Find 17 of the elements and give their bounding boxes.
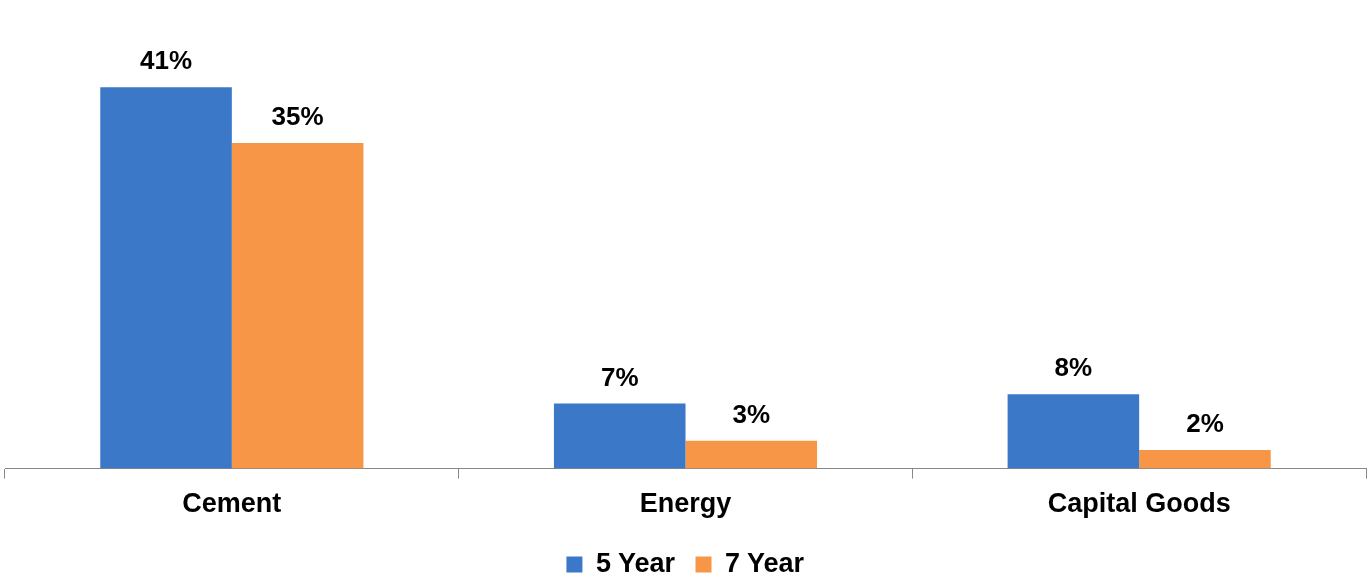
bar [685,440,818,469]
data-label: 2% [1186,408,1224,439]
x-tick-label: Energy [639,488,732,519]
bar [553,403,686,469]
bar [100,87,232,469]
legend-label: 5 Year [595,547,676,578]
data-label: 41% [140,45,193,76]
bar [1007,394,1140,469]
data-label: 35% [271,101,324,132]
data-label: 3% [732,398,771,429]
x-tick-label: Cement [182,488,282,519]
bar [231,143,364,469]
legend-label: 7 Year [725,547,805,578]
x-tick-label: Capital Goods [1047,488,1231,519]
data-label: 7% [600,361,639,392]
bar [1139,450,1271,469]
data-label: 8% [1054,352,1093,383]
